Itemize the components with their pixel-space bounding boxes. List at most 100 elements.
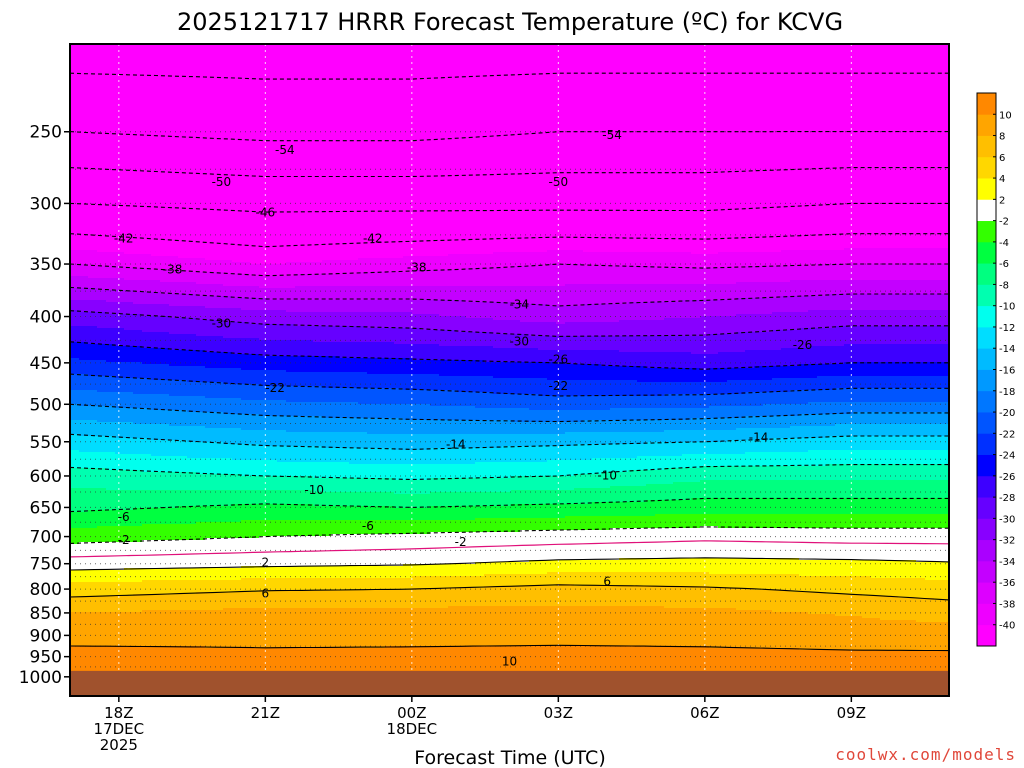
field-cell <box>79 268 89 271</box>
field-cell <box>142 148 152 151</box>
field-cell <box>106 538 116 541</box>
field-cell <box>106 482 116 485</box>
field-cell <box>124 234 134 237</box>
field-cell <box>142 514 152 517</box>
field-cell <box>115 256 125 259</box>
field-cell <box>142 496 152 499</box>
field-cell <box>106 50 116 53</box>
field-cell <box>115 142 125 145</box>
field-cell <box>142 564 152 567</box>
field-cell <box>88 660 98 663</box>
field-cell <box>70 412 80 415</box>
field-cell <box>106 366 116 369</box>
field-cell <box>70 612 80 615</box>
field-cell <box>106 394 116 397</box>
field-cell <box>70 644 80 647</box>
field-cell <box>79 316 89 319</box>
field-cell <box>115 66 125 69</box>
field-cell <box>142 398 152 401</box>
field-cell <box>106 90 116 93</box>
field-cell <box>106 228 116 231</box>
field-cell <box>133 332 143 335</box>
field-cell <box>133 588 143 591</box>
field-cell <box>115 598 125 601</box>
field-cell <box>79 324 89 327</box>
field-cell <box>70 190 80 193</box>
field-cell <box>70 394 80 397</box>
field-cell <box>106 582 116 585</box>
field-cell <box>151 92 161 95</box>
field-cell <box>142 392 152 395</box>
field-cell <box>79 510 89 513</box>
field-cell <box>142 416 152 419</box>
field-cell <box>88 108 98 111</box>
field-cell <box>97 140 107 143</box>
field-cell <box>97 78 107 81</box>
field-cell <box>124 518 134 521</box>
field-cell <box>124 202 134 205</box>
field-cell <box>106 190 116 193</box>
field-cell <box>70 228 80 231</box>
field-cell <box>151 76 161 79</box>
field-cell <box>79 666 89 669</box>
field-cell <box>124 624 134 627</box>
field-cell <box>115 426 125 429</box>
field-cell <box>124 286 134 289</box>
field-cell <box>133 336 143 339</box>
field-cell <box>79 600 89 603</box>
field-cell <box>106 414 116 417</box>
field-cell <box>142 620 152 623</box>
field-cell <box>79 564 89 567</box>
field-cell <box>97 302 107 305</box>
field-cell <box>106 580 116 583</box>
field-cell <box>106 126 116 129</box>
field-cell <box>106 624 116 627</box>
field-cell <box>115 644 125 647</box>
field-cell <box>142 196 152 199</box>
field-cell <box>79 58 89 61</box>
field-cell <box>142 596 152 599</box>
field-cell <box>115 462 125 465</box>
field-cell <box>88 284 98 287</box>
field-cell <box>133 440 143 443</box>
field-cell <box>79 570 89 573</box>
field-cell <box>142 558 152 561</box>
field-cell <box>106 496 116 499</box>
field-cell <box>142 268 152 271</box>
field-cell <box>79 388 89 391</box>
field-cell <box>115 178 125 181</box>
field-cell <box>79 360 89 363</box>
field-cell <box>115 646 125 649</box>
field-cell <box>142 138 152 141</box>
field-cell <box>142 250 152 253</box>
field-cell <box>79 84 89 87</box>
field-cell <box>106 604 116 607</box>
field-cell <box>115 580 125 583</box>
field-cell <box>142 242 152 245</box>
field-cell <box>70 668 80 671</box>
field-cell <box>133 270 143 273</box>
field-cell <box>115 192 125 195</box>
field-cell <box>115 630 125 633</box>
field-cell <box>124 58 134 61</box>
field-cell <box>142 582 152 585</box>
field-cell <box>97 242 107 245</box>
field-cell <box>97 610 107 613</box>
field-cell <box>79 424 89 427</box>
field-cell <box>142 472 152 475</box>
field-cell <box>79 648 89 651</box>
field-cell <box>151 120 161 123</box>
field-cell <box>106 284 116 287</box>
field-cell <box>115 428 125 431</box>
field-cell <box>133 364 143 367</box>
field-cell <box>106 614 116 617</box>
field-cell <box>88 520 98 523</box>
field-cell <box>97 572 107 575</box>
field-cell <box>97 600 107 603</box>
field-cell <box>124 574 134 577</box>
field-cell <box>106 302 116 305</box>
field-cell <box>88 586 98 589</box>
field-cell <box>115 260 125 263</box>
field-cell <box>97 434 107 437</box>
field-cell <box>97 206 107 209</box>
